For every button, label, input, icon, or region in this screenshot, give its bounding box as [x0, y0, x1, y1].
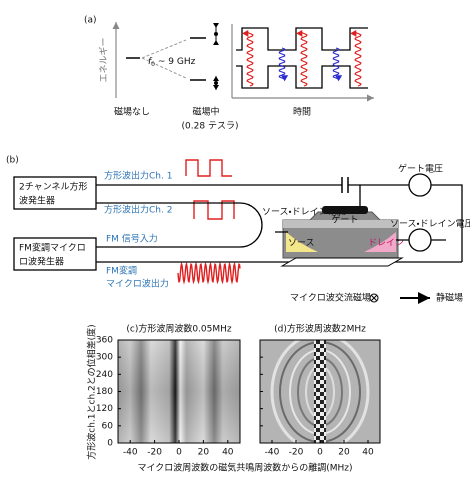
generator-label: 2チャンネル方形	[19, 181, 87, 193]
generator-label: 波発生器	[19, 195, 55, 207]
time-label: 時間	[293, 107, 311, 118]
relaxation-arrow	[278, 47, 289, 82]
y-tick-label: 120	[96, 404, 113, 414]
no-field-label: 磁場なし	[114, 106, 150, 118]
spin-arrows	[213, 23, 219, 90]
stripline	[280, 257, 404, 267]
fm-output-label: FM変調	[106, 265, 137, 277]
drain-label: ドレイン	[368, 239, 404, 249]
lower-level-trace	[236, 65, 368, 89]
relaxation-arrow	[332, 47, 343, 82]
heatmap-shading	[118, 340, 240, 443]
frequency-label: f0 ~ 9 GHz	[148, 57, 196, 68]
x-tick-label: 0	[317, 448, 323, 458]
x-axis-label: マイクロ波周波数の磁気共鳴周波数からの離調(MHz)	[137, 462, 352, 474]
chart-title: (c)方形波周波数0.05MHz	[126, 323, 232, 335]
microwave-arrow	[296, 29, 308, 87]
x-tick-label: -40	[265, 448, 280, 458]
ac-field-label: マイクロ波交流磁場	[290, 292, 371, 304]
source-drain-wire	[275, 231, 446, 241]
sd-current-label: ソース・ドレイン電流	[262, 206, 346, 218]
f0-subscript: 0	[151, 61, 155, 68]
fm-generator	[13, 237, 97, 271]
f0-value: ~ 9 GHz	[155, 57, 196, 67]
sd-voltage-label: ソース・ドレイン電圧	[390, 219, 470, 230]
fm-output-label: マイクロ波出力	[106, 278, 169, 290]
split-line	[141, 57, 187, 79]
y-tick-label: 300	[96, 353, 113, 363]
x-tick-label: 20	[338, 448, 350, 458]
fm-waveform	[177, 261, 241, 285]
ch1-waveform	[185, 159, 232, 177]
x-tick-label: -20	[289, 448, 304, 458]
static-field-label: 静磁場	[436, 292, 463, 304]
sd-voltage-source	[408, 228, 432, 252]
f0-symbol: f	[148, 57, 153, 67]
panel-label: (a)	[84, 16, 97, 26]
gate-voltage-label: ゲート電圧	[398, 163, 443, 175]
fm-input-label: FM 信号入力	[106, 233, 158, 245]
y-axis-label: 方形波ch.1とch.2との位相差(度)	[86, 324, 98, 459]
in-field-label: 磁場中	[192, 106, 219, 118]
y-tick-label: 0	[107, 439, 113, 449]
y-tick-label: 360	[96, 336, 113, 346]
ch2-waveform	[193, 200, 235, 220]
source-region	[286, 232, 318, 252]
x-tick-label: 40	[362, 448, 374, 458]
generator-label: FM変調マイクロ	[19, 242, 86, 254]
ac-field-symbol	[369, 293, 379, 303]
transition-arrows	[242, 29, 362, 87]
upper-level-trace	[236, 27, 368, 51]
x-tick-label: 0	[176, 448, 182, 458]
ch2-to-fm-wire	[96, 202, 263, 248]
chart-title: (d)方形波周波数2MHz	[274, 323, 366, 335]
microwave-arrow	[242, 29, 254, 87]
source-label: ソース	[288, 239, 315, 249]
gate-wire	[96, 184, 463, 262]
square-wave-generator	[13, 176, 97, 210]
gate-electrode	[322, 206, 368, 214]
heatmap-image	[260, 340, 380, 443]
x-tick-label: -40	[123, 448, 138, 458]
y-tick-label: 180	[96, 387, 113, 397]
panel-label: (b)	[6, 156, 19, 166]
split-line	[141, 39, 187, 59]
x-tick-label: 20	[198, 448, 210, 458]
x-tick-label: 40	[222, 448, 234, 458]
ch2-label: 方形波出力Ch. 2	[104, 204, 172, 216]
generator-label: ロ波発生器	[19, 256, 64, 268]
energy-label: エネルギー	[99, 37, 110, 82]
ch1-label: 方形波出力Ch. 1	[104, 170, 172, 182]
y-tick-label: 240	[96, 370, 113, 380]
gate-label: ゲート	[331, 214, 358, 226]
x-tick-label: -20	[147, 448, 162, 458]
field-value: (0.28 テスラ)	[182, 121, 239, 132]
y-tick-label: 60	[102, 421, 114, 431]
device-layer	[283, 220, 398, 228]
drain-region	[364, 232, 396, 252]
gate-voltage-source	[408, 173, 432, 197]
microwave-arrow	[350, 29, 362, 87]
